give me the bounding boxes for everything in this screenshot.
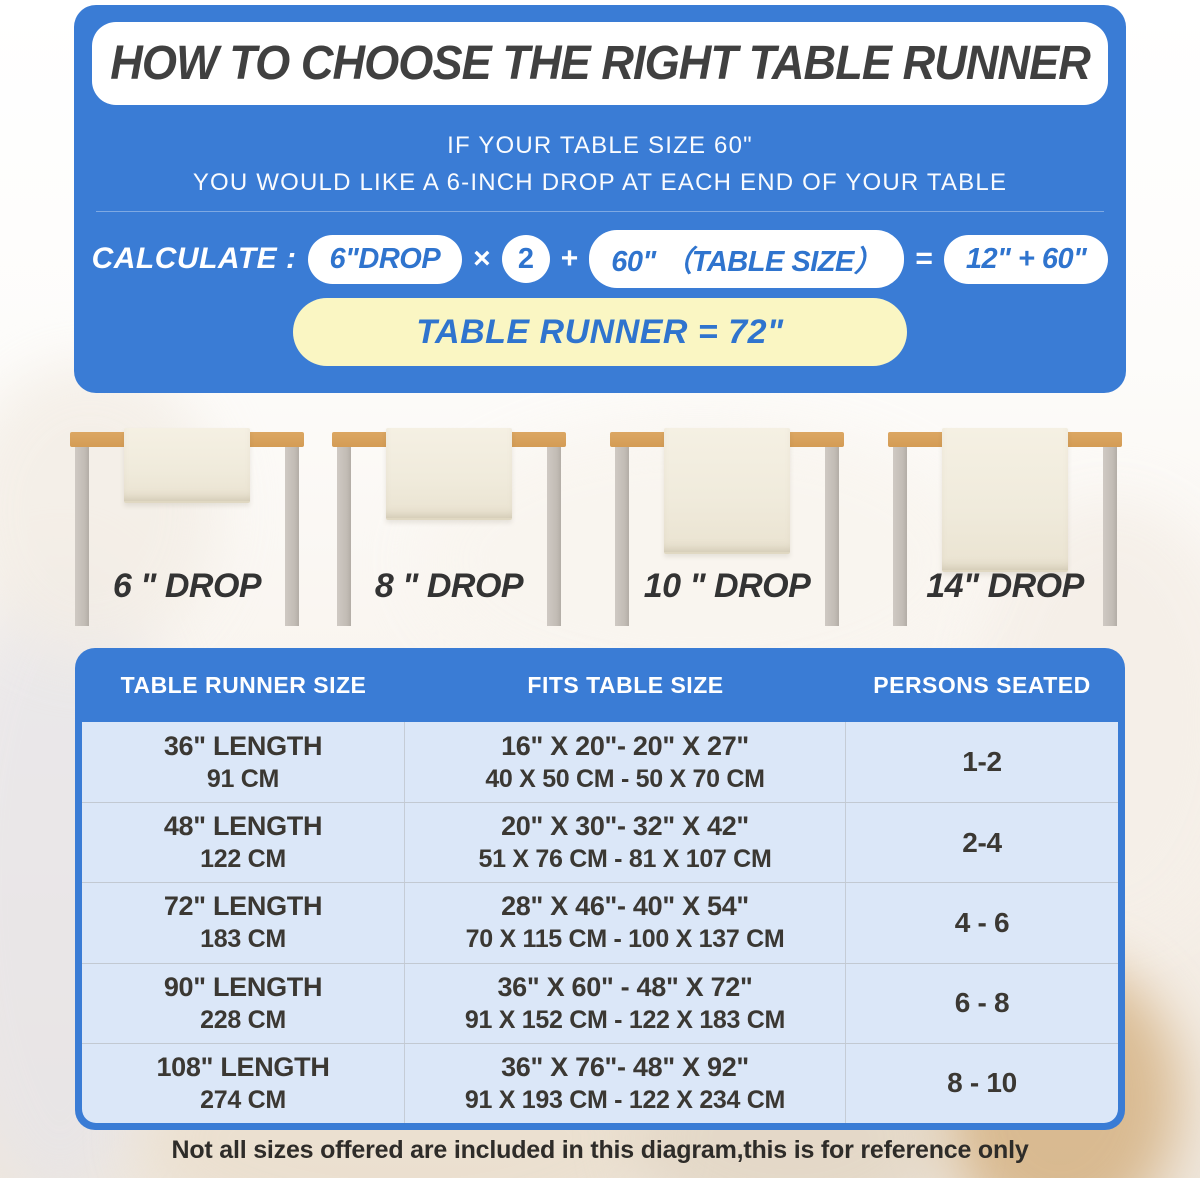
column-header-runner-size: TABLE RUNNER SIZE bbox=[120, 671, 367, 698]
size-chart-body: 36" LENGTH 91 CM 16" X 20"- 20" X 27" 40… bbox=[82, 722, 1118, 1123]
table-row: 36" LENGTH 91 CM 16" X 20"- 20" X 27" 40… bbox=[82, 722, 1118, 803]
column-header-persons: PERSONS SEATED bbox=[873, 671, 1091, 698]
table-size-pill: 60" （TABLE SIZE） bbox=[589, 230, 905, 288]
size-cm: 228 CM bbox=[200, 1005, 286, 1034]
result-pill: TABLE RUNNER = 72" bbox=[293, 298, 907, 366]
size-chart-panel: TABLE RUNNER SIZE FITS TABLE SIZE PERSON… bbox=[75, 648, 1125, 1130]
size-inches: 36" LENGTH bbox=[163, 730, 323, 761]
multiply-sign: × bbox=[473, 242, 491, 275]
fits-size-cell: 28" X 46"- 40" X 54" 70 X 115 CM - 100 X… bbox=[405, 883, 846, 963]
table-figure-14in: 14" DROP bbox=[888, 424, 1122, 630]
persons-cell: 1-2 bbox=[846, 722, 1118, 802]
drop-figures: 6 " DROP 8 " DROP 10 " DROP 14" DROP bbox=[0, 424, 1200, 630]
table-figure-10in: 10 " DROP bbox=[610, 424, 844, 630]
fits-cm: 51 X 76 CM - 81 X 107 CM bbox=[478, 845, 772, 874]
drop-label: 10 " DROP bbox=[643, 567, 811, 605]
hero-panel: HOW TO CHOOSE THE RIGHT TABLE RUNNER IF … bbox=[74, 5, 1126, 393]
runner-size-cell: 90" LENGTH 228 CM bbox=[82, 963, 405, 1043]
table-row: 48" LENGTH 122 CM 20" X 30"- 32" X 42" 5… bbox=[82, 802, 1118, 883]
table-row: 90" LENGTH 228 CM 36" X 60" - 48" X 72" … bbox=[82, 962, 1118, 1043]
fits-cm: 70 X 115 CM - 100 X 137 CM bbox=[465, 925, 785, 954]
table-leg-right bbox=[547, 446, 561, 626]
persons-cell: 2-4 bbox=[846, 803, 1118, 882]
table-leg-right bbox=[825, 446, 839, 626]
size-inches: 48" LENGTH bbox=[163, 811, 323, 842]
plus-sign: + bbox=[560, 242, 579, 275]
drop-label: 6 " DROP bbox=[112, 567, 262, 605]
calculation-row: CALCULATE : 6"DROP × 2 + 60" （TABLE SIZE… bbox=[74, 230, 1126, 288]
table-row: 72" LENGTH 183 CM 28" X 46"- 40" X 54" 7… bbox=[82, 882, 1118, 963]
table-leg-left bbox=[75, 446, 89, 626]
runner-illustration bbox=[386, 428, 512, 520]
persons-cell: 4 - 6 bbox=[846, 883, 1118, 962]
persons-value: 4 - 6 bbox=[954, 906, 1010, 938]
table-leg-left bbox=[615, 446, 629, 626]
size-cm: 183 CM bbox=[200, 925, 286, 954]
table-leg-left bbox=[893, 446, 907, 626]
title-banner: HOW TO CHOOSE THE RIGHT TABLE RUNNER bbox=[92, 22, 1108, 105]
persons-value: 1-2 bbox=[962, 746, 1002, 778]
runner-size-cell: 36" LENGTH 91 CM bbox=[82, 722, 405, 803]
drop-label: 8 " DROP bbox=[374, 567, 524, 605]
fits-cm: 40 X 50 CM - 50 X 70 CM bbox=[485, 764, 765, 793]
fits-cm: 91 X 152 CM - 122 X 183 CM bbox=[464, 1005, 786, 1034]
runner-illustration bbox=[942, 428, 1068, 572]
table-leg-left bbox=[337, 446, 351, 626]
calculate-label: CALCULATE : bbox=[91, 242, 297, 275]
table-figure-8in: 8 " DROP bbox=[332, 424, 566, 630]
table-leg-right bbox=[1103, 446, 1117, 626]
runner-size-cell: 72" LENGTH 183 CM bbox=[82, 883, 405, 963]
fits-inches: 28" X 46"- 40" X 54" bbox=[501, 891, 749, 922]
fits-inches: 36" X 76"- 48" X 92" bbox=[501, 1051, 749, 1082]
runner-illustration bbox=[124, 428, 250, 503]
persons-value: 2-4 bbox=[962, 826, 1002, 858]
fits-size-cell: 36" X 76"- 48" X 92" 91 X 193 CM - 122 X… bbox=[405, 1043, 846, 1123]
persons-value: 6 - 8 bbox=[954, 987, 1010, 1019]
runner-illustration bbox=[664, 428, 790, 554]
size-cm: 91 CM bbox=[206, 764, 280, 793]
size-cm: 122 CM bbox=[200, 845, 286, 874]
table-row: 108" LENGTH 274 CM 36" X 76"- 48" X 92" … bbox=[82, 1042, 1118, 1123]
size-chart-header: TABLE RUNNER SIZE FITS TABLE SIZE PERSON… bbox=[82, 648, 1118, 722]
table-leg-right bbox=[285, 446, 299, 626]
persons-cell: 6 - 8 bbox=[846, 964, 1118, 1043]
fits-size-cell: 16" X 20"- 20" X 27" 40 X 50 CM - 50 X 7… bbox=[405, 722, 846, 803]
backdrop-blob bbox=[0, 360, 220, 660]
equals-sign: = bbox=[915, 242, 933, 275]
hero-line-2: YOU WOULD LIKE A 6-INCH DROP AT EACH END… bbox=[192, 169, 1008, 196]
fits-cm: 91 X 193 CM - 122 X 234 CM bbox=[464, 1085, 786, 1114]
persons-value: 8 - 10 bbox=[947, 1067, 1017, 1099]
divider bbox=[96, 211, 1104, 212]
size-inches: 108" LENGTH bbox=[156, 1051, 330, 1082]
two-pill: 2 bbox=[501, 235, 550, 283]
drop-pill: 6"DROP bbox=[307, 234, 463, 284]
page-title: HOW TO CHOOSE THE RIGHT TABLE RUNNER bbox=[110, 37, 1091, 90]
sum-pill: 12" + 60" bbox=[943, 234, 1109, 284]
reference-note: Not all sizes offered are included in th… bbox=[171, 1136, 1029, 1164]
fits-inches: 20" X 30"- 32" X 42" bbox=[501, 811, 749, 842]
fits-inches: 16" X 20"- 20" X 27" bbox=[501, 730, 749, 761]
size-cm: 274 CM bbox=[200, 1085, 286, 1114]
fits-size-cell: 20" X 30"- 32" X 42" 51 X 76 CM - 81 X 1… bbox=[405, 803, 846, 883]
hero-line-1: IF YOUR TABLE SIZE 60" bbox=[447, 132, 753, 159]
fits-inches: 36" X 60" - 48" X 72" bbox=[497, 971, 753, 1002]
persons-cell: 8 - 10 bbox=[846, 1044, 1118, 1123]
size-inches: 72" LENGTH bbox=[163, 891, 323, 922]
fits-size-cell: 36" X 60" - 48" X 72" 91 X 152 CM - 122 … bbox=[405, 963, 846, 1043]
drop-label: 14" DROP bbox=[926, 567, 1084, 605]
table-figure-6in: 6 " DROP bbox=[70, 424, 304, 630]
size-inches: 90" LENGTH bbox=[163, 971, 323, 1002]
runner-size-cell: 108" LENGTH 274 CM bbox=[82, 1043, 405, 1123]
column-header-fits-size: FITS TABLE SIZE bbox=[527, 671, 724, 698]
runner-size-cell: 48" LENGTH 122 CM bbox=[82, 803, 405, 883]
